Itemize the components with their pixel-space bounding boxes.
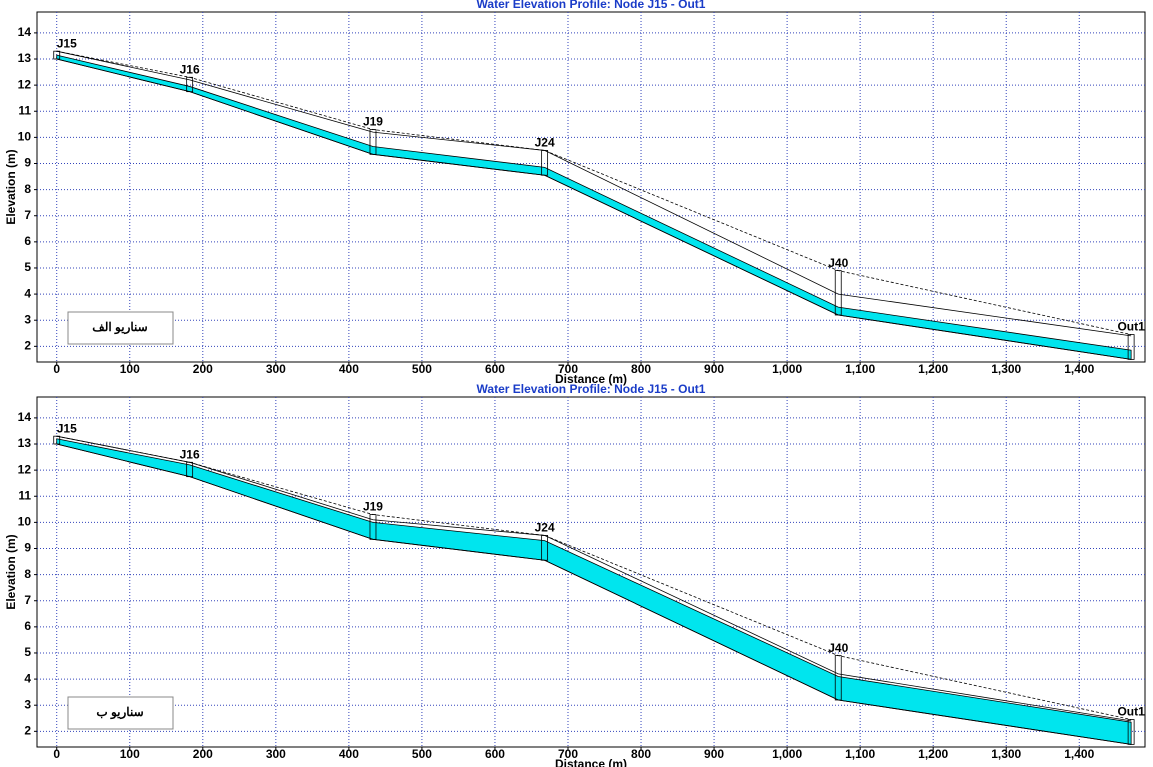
y-tick-label: 14: [18, 25, 32, 39]
y-tick-label: 5: [24, 260, 31, 274]
y-tick-label: 13: [18, 51, 32, 65]
x-tick-label: 700: [558, 362, 578, 376]
node: [186, 461, 194, 478]
y-tick-label: 2: [24, 724, 31, 738]
x-tick-label: 1,200: [918, 362, 948, 376]
x-tick-label: 600: [485, 747, 505, 761]
y-tick-label: 10: [18, 515, 32, 529]
x-tick-label: 700: [558, 747, 578, 761]
node-label: J16: [180, 447, 200, 461]
x-tick-label: 1,000: [772, 747, 802, 761]
x-tick-label: 900: [704, 362, 724, 376]
x-tick-label: 800: [631, 747, 651, 761]
annotation: سناریو الف: [92, 320, 147, 335]
y-tick-label: 4: [24, 671, 31, 685]
x-tick-label: 900: [704, 747, 724, 761]
node-label: J16: [180, 62, 200, 76]
profile-line: [56, 50, 1132, 337]
plot-area: [36, 11, 1146, 363]
y-tick-label: 7: [24, 593, 31, 607]
x-tick-label: 0: [53, 362, 60, 376]
y-tick-label: 10: [18, 130, 32, 144]
x-tick-label: 200: [193, 362, 213, 376]
x-tick-label: 1,300: [991, 747, 1021, 761]
y-tick-label: 3: [24, 697, 31, 711]
x-tick-label: 300: [266, 362, 286, 376]
node: [1127, 334, 1135, 360]
y-axis-label: Elevation (m): [4, 534, 18, 609]
x-tick-label: 1,300: [991, 362, 1021, 376]
node: [541, 150, 549, 176]
annotation-box: [67, 311, 174, 345]
x-tick-label: 1,400: [1064, 747, 1094, 761]
x-tick-label: 400: [339, 747, 359, 761]
x-tick-label: 800: [631, 362, 651, 376]
ground-line: [56, 435, 1132, 720]
node-label: Out1: [1117, 320, 1145, 334]
profile-line: [56, 58, 1132, 360]
x-tick-label: 300: [266, 747, 286, 761]
y-tick-label: 9: [24, 156, 31, 170]
node-label: J19: [363, 115, 383, 129]
node: [369, 129, 377, 155]
y-tick-label: 7: [24, 208, 31, 222]
x-tick-label: 1,200: [918, 747, 948, 761]
y-tick-label: 8: [24, 182, 31, 196]
node-label: J19: [363, 500, 383, 514]
chart-title: Water Elevation Profile: Node J15 - Out1: [477, 382, 706, 396]
x-tick-label: 1,400: [1064, 362, 1094, 376]
y-tick-label: 8: [24, 567, 31, 581]
y-tick-label: 6: [24, 234, 31, 248]
node-label: Out1: [1117, 705, 1145, 719]
x-tick-label: 100: [120, 362, 140, 376]
node: [53, 435, 61, 445]
y-tick-label: 2: [24, 339, 31, 353]
y-tick-label: 5: [24, 645, 31, 659]
x-axis-label: Distance (m): [555, 757, 627, 767]
node: [541, 535, 549, 561]
y-tick-label: 11: [18, 488, 31, 502]
y-tick-label: 14: [18, 410, 32, 424]
node: [369, 514, 377, 540]
x-tick-label: 400: [339, 362, 359, 376]
x-tick-label: 1,100: [845, 747, 875, 761]
x-tick-label: 500: [412, 747, 432, 761]
y-tick-label: 12: [18, 77, 32, 91]
x-tick-label: 1,100: [845, 362, 875, 376]
y-tick-label: 6: [24, 619, 31, 633]
x-tick-label: 600: [485, 362, 505, 376]
node: [1127, 719, 1135, 745]
profile-line: [56, 443, 1132, 745]
y-tick-label: 9: [24, 541, 31, 555]
node: [186, 76, 194, 93]
node-label: J40: [828, 641, 848, 655]
node: [834, 270, 842, 316]
annotation-box: [67, 696, 174, 730]
y-tick-label: 3: [24, 312, 31, 326]
node-label: J24: [535, 521, 555, 535]
ground-line: [56, 50, 1132, 335]
node-label: J15: [57, 36, 77, 50]
x-tick-label: 0: [53, 747, 60, 761]
y-tick-label: 4: [24, 286, 31, 300]
x-tick-label: 500: [412, 362, 432, 376]
node-label: J24: [535, 136, 555, 150]
y-tick-label: 13: [18, 436, 32, 450]
x-tick-label: 1,000: [772, 362, 802, 376]
y-tick-label: 12: [18, 462, 32, 476]
node-label: J15: [57, 421, 77, 435]
y-axis-label: Elevation (m): [4, 149, 18, 224]
y-tick-label: 11: [18, 103, 31, 117]
chart-title: Water Elevation Profile: Node J15 - Out1: [477, 0, 706, 11]
x-tick-label: 100: [120, 747, 140, 761]
node: [53, 50, 61, 60]
annotation: سناریو ب: [96, 705, 143, 720]
x-axis-label: Distance (m): [555, 372, 627, 386]
x-tick-label: 200: [193, 747, 213, 761]
node-label: J40: [828, 256, 848, 270]
node: [834, 655, 842, 701]
